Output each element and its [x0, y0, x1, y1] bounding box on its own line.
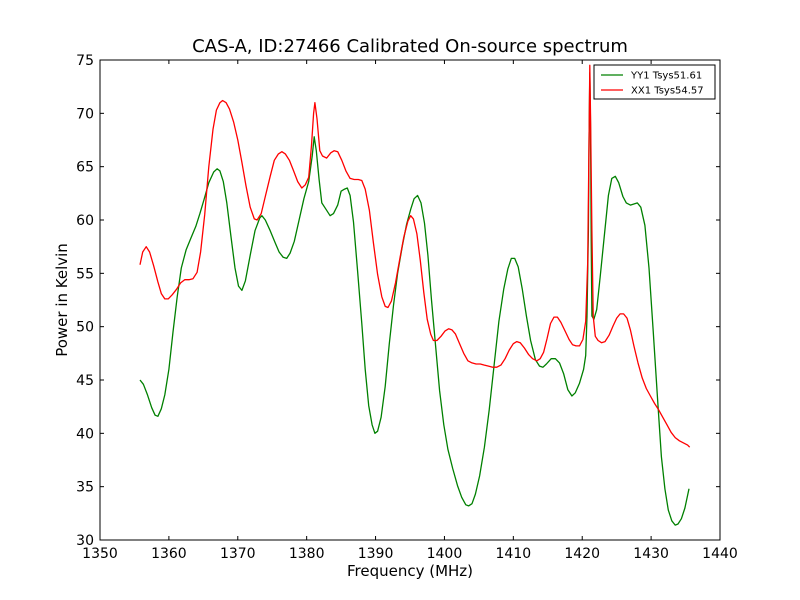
- axis-ticks: 1350 1360 1370 1380 1390 1400 1410 1420 1430 1440…: [76, 53, 738, 562]
- y-tick-label: 30: [76, 533, 94, 549]
- x-tick-label: 1360: [151, 546, 187, 562]
- x-tick-label: 1430: [633, 546, 669, 562]
- x-tick-label: 1350: [82, 546, 118, 562]
- x-tick-label: 1410: [496, 546, 532, 562]
- legend-label-yy1: YY1 Tsys51.61: [630, 71, 702, 82]
- y-tick-label: 75: [76, 53, 94, 69]
- y-tick-label: 70: [76, 106, 94, 122]
- y-tick-label: 35: [76, 480, 94, 496]
- legend: YY1 Tsys51.61 XX1 Tsys54.57: [593, 64, 716, 100]
- series-line-xx1: [139, 64, 691, 448]
- y-tick-label: 40: [76, 426, 94, 442]
- chart-title: CAS-A, ID:27466 Calibrated On-source spe…: [192, 36, 628, 57]
- x-tick-label: 1380: [289, 546, 325, 562]
- y-axis-label: Power in Kelvin: [53, 243, 71, 357]
- legend-box: [593, 64, 716, 100]
- x-axis-label: Frequency (MHz): [347, 562, 473, 580]
- y-tick-label: 65: [76, 160, 94, 176]
- x-tick-label: 1390: [358, 546, 394, 562]
- plot-area: [139, 64, 691, 526]
- y-tick-label: 50: [76, 320, 94, 336]
- x-tick-label: 1370: [220, 546, 256, 562]
- plot-frame: [99, 59, 721, 541]
- series-line-yy1: [139, 72, 690, 526]
- y-tick-label: 55: [76, 266, 94, 282]
- x-tick-label: 1440: [702, 546, 738, 562]
- x-tick-label: 1420: [564, 546, 600, 562]
- y-tick-label: 45: [76, 373, 94, 389]
- legend-label-xx1: XX1 Tsys54.57: [631, 86, 704, 97]
- x-tick-label: 1400: [427, 546, 463, 562]
- y-tick-label: 60: [76, 213, 94, 229]
